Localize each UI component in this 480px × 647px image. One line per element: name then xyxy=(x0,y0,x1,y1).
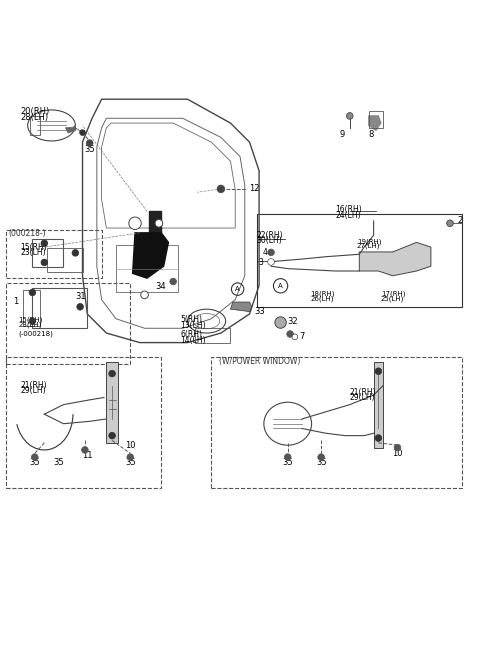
Text: 7: 7 xyxy=(300,333,305,342)
Circle shape xyxy=(284,454,291,461)
Text: 2: 2 xyxy=(457,216,462,225)
Circle shape xyxy=(41,259,48,266)
Text: 11: 11 xyxy=(83,451,93,460)
Text: 8: 8 xyxy=(369,131,374,140)
Circle shape xyxy=(72,250,79,256)
Text: 13(LH): 13(LH) xyxy=(180,321,206,330)
Text: A: A xyxy=(235,286,240,292)
Text: 18(RH): 18(RH) xyxy=(311,291,335,297)
Circle shape xyxy=(318,454,324,461)
Text: 31: 31 xyxy=(75,292,86,302)
Circle shape xyxy=(82,446,88,454)
Polygon shape xyxy=(369,116,381,130)
Text: 33: 33 xyxy=(254,307,265,316)
Text: 3: 3 xyxy=(258,258,263,267)
Text: 6(RH): 6(RH) xyxy=(180,331,203,340)
Circle shape xyxy=(80,130,85,135)
Text: 21(RH): 21(RH) xyxy=(21,381,47,390)
Text: 1: 1 xyxy=(13,297,19,306)
Circle shape xyxy=(217,185,225,193)
Circle shape xyxy=(41,240,48,247)
Text: 35: 35 xyxy=(53,458,64,467)
Text: 25(LH): 25(LH) xyxy=(381,296,404,302)
Text: 28(LH): 28(LH) xyxy=(21,113,48,122)
Circle shape xyxy=(268,259,275,265)
Circle shape xyxy=(109,432,116,439)
Text: 15(RH): 15(RH) xyxy=(18,316,42,323)
Circle shape xyxy=(170,278,177,285)
Circle shape xyxy=(268,249,275,256)
Text: 5(RH): 5(RH) xyxy=(180,315,203,324)
Text: 19(RH): 19(RH) xyxy=(357,238,382,245)
Circle shape xyxy=(275,317,286,328)
Text: (W/POWER WINDOW): (W/POWER WINDOW) xyxy=(218,357,300,366)
Circle shape xyxy=(129,217,141,230)
Text: 17(RH): 17(RH) xyxy=(381,291,405,297)
Text: 23(LH): 23(LH) xyxy=(21,248,46,257)
Circle shape xyxy=(29,289,36,296)
Text: 16(RH): 16(RH) xyxy=(336,205,362,214)
Text: 27(LH): 27(LH) xyxy=(357,243,381,250)
Circle shape xyxy=(32,454,38,461)
Text: 4: 4 xyxy=(263,248,267,258)
Circle shape xyxy=(292,334,298,340)
Text: 34: 34 xyxy=(156,282,166,291)
Circle shape xyxy=(394,444,401,451)
Circle shape xyxy=(29,318,36,324)
Text: 35: 35 xyxy=(316,458,326,467)
Text: 9: 9 xyxy=(340,131,345,140)
Polygon shape xyxy=(230,302,252,312)
Text: 20(RH): 20(RH) xyxy=(21,107,50,116)
Text: 24(LH): 24(LH) xyxy=(336,211,361,220)
Text: 21(RH): 21(RH) xyxy=(350,388,376,397)
Text: 26(LH): 26(LH) xyxy=(311,296,334,302)
Text: 32: 32 xyxy=(288,316,299,325)
Text: 23(LH): 23(LH) xyxy=(18,321,42,327)
Circle shape xyxy=(446,220,453,226)
Text: 14(LH): 14(LH) xyxy=(180,336,206,345)
Text: A: A xyxy=(278,283,283,289)
Polygon shape xyxy=(149,212,161,233)
Text: 12: 12 xyxy=(250,184,260,193)
Polygon shape xyxy=(107,362,118,443)
Polygon shape xyxy=(373,362,383,448)
Text: 29(LH): 29(LH) xyxy=(21,386,46,395)
Circle shape xyxy=(375,368,382,375)
Text: 35: 35 xyxy=(125,458,135,467)
Circle shape xyxy=(86,140,93,146)
Circle shape xyxy=(287,331,293,337)
Text: 30(LH): 30(LH) xyxy=(257,236,282,245)
Circle shape xyxy=(347,113,353,119)
Text: 10: 10 xyxy=(125,441,135,450)
Text: 35: 35 xyxy=(84,145,95,154)
Circle shape xyxy=(109,370,116,377)
Polygon shape xyxy=(132,233,168,278)
Text: 35: 35 xyxy=(282,458,293,467)
Circle shape xyxy=(141,291,148,299)
Polygon shape xyxy=(360,243,431,276)
Circle shape xyxy=(155,219,163,227)
Text: 15(RH): 15(RH) xyxy=(21,243,47,252)
Circle shape xyxy=(375,435,382,441)
Text: (000218-): (000218-) xyxy=(9,229,46,238)
Text: 22(RH): 22(RH) xyxy=(257,231,283,240)
Circle shape xyxy=(127,454,133,461)
Polygon shape xyxy=(66,126,75,133)
Circle shape xyxy=(77,303,84,310)
Text: 35: 35 xyxy=(29,458,40,467)
Text: 29(LH): 29(LH) xyxy=(350,393,375,402)
Text: 10: 10 xyxy=(392,449,403,458)
Text: (-000218): (-000218) xyxy=(18,331,53,337)
